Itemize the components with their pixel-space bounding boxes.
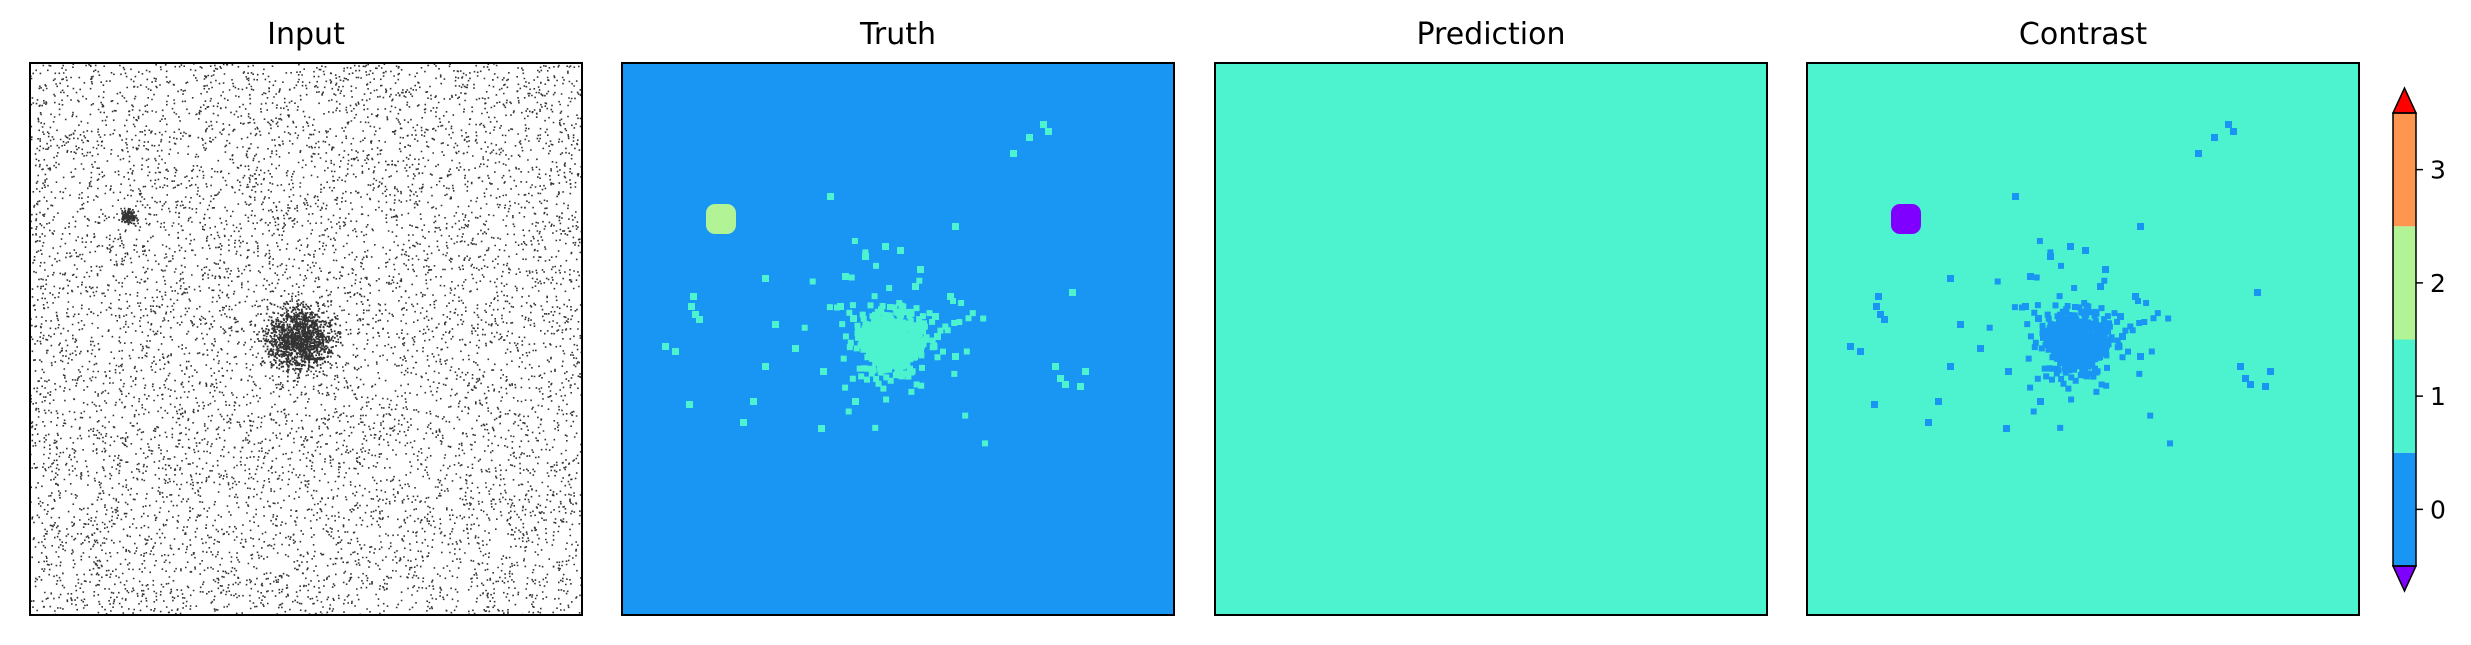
colorbar-segment-2 bbox=[2393, 226, 2416, 340]
colorbar-extend-over bbox=[2391, 86, 2418, 114]
panel-title-contrast: Contrast bbox=[2019, 17, 2147, 52]
contrast-blob bbox=[1891, 204, 1921, 234]
panel-title-input: Input bbox=[267, 17, 345, 52]
input-noise bbox=[30, 63, 582, 615]
panel-truth bbox=[621, 62, 1175, 616]
panel-contrast bbox=[1806, 62, 2360, 616]
panel-input bbox=[29, 62, 583, 616]
colorbar: 0 1 2 3 bbox=[2391, 86, 2446, 593]
truth-blob bbox=[706, 204, 736, 234]
input-noise-dots bbox=[30, 63, 582, 615]
colorbar-frame bbox=[2392, 112, 2417, 567]
colorbar-tick-label-0: 0 bbox=[2430, 495, 2446, 524]
colorbar-segment-1 bbox=[2393, 339, 2416, 453]
colorbar-tick-label-1: 1 bbox=[2430, 382, 2446, 411]
contrast-frame bbox=[1806, 62, 2360, 616]
colorbar-extend-under bbox=[2391, 565, 2418, 593]
colorbar-segment-0 bbox=[2393, 452, 2416, 566]
panel-prediction bbox=[1214, 62, 1768, 616]
input-frame bbox=[29, 62, 583, 616]
panel-title-prediction: Prediction bbox=[1416, 17, 1565, 52]
truth-marks bbox=[662, 121, 1089, 447]
panel-title-truth: Truth bbox=[859, 17, 936, 52]
colorbar-tick-label-2: 2 bbox=[2430, 269, 2446, 298]
colorbar-tick-label-3: 3 bbox=[2430, 156, 2446, 185]
truth-foreground-pixels bbox=[662, 121, 1089, 447]
contrast-mismatch-pixels bbox=[1847, 121, 2274, 447]
prediction-frame bbox=[1214, 62, 1768, 616]
contrast-marks bbox=[1847, 121, 2274, 447]
prediction-background bbox=[1215, 63, 1767, 615]
truth-frame bbox=[621, 62, 1175, 616]
colorbar-segment-3 bbox=[2393, 113, 2416, 227]
